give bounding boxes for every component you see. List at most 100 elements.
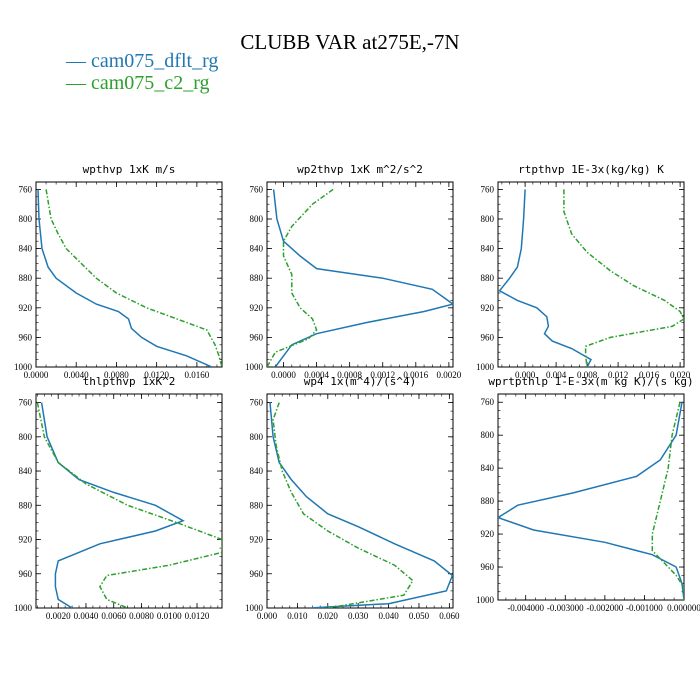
y-tick-label: 920 bbox=[481, 529, 495, 539]
y-tick-label: 800 bbox=[250, 432, 264, 442]
y-tick-label: 800 bbox=[481, 214, 495, 224]
x-tick-label: 0.0120 bbox=[185, 611, 210, 621]
x-tick-label: 0.016 bbox=[639, 370, 660, 380]
y-tick-label: 960 bbox=[19, 569, 33, 579]
figure-title: CLUBB VAR at275E,-7N bbox=[240, 30, 460, 54]
panel-title: rtpthvp 1E-3x(kg/kg) K bbox=[518, 163, 664, 176]
x-tick-label: 0.0004 bbox=[304, 370, 329, 380]
y-tick-label: 1000 bbox=[14, 603, 33, 613]
panel-2: wp2thvp 1xK m^2/s^2 760 800 840 880 920 960 100… bbox=[245, 163, 462, 380]
x-tick-label: 0.040 bbox=[378, 611, 399, 621]
series-line-dflt bbox=[269, 402, 453, 608]
y-tick-label: 1000 bbox=[245, 603, 264, 613]
x-tick-label: -0.002000 bbox=[586, 603, 623, 613]
plot-frame bbox=[35, 393, 223, 609]
series-line-c2 bbox=[36, 402, 222, 608]
series-line-c2 bbox=[45, 189, 222, 367]
series-line-dflt bbox=[498, 402, 684, 600]
x-tick-label: -0.004000 bbox=[507, 603, 544, 613]
y-tick-label: 960 bbox=[250, 332, 264, 342]
x-tick-label: 0.010 bbox=[287, 611, 308, 621]
y-tick-label: 920 bbox=[19, 303, 33, 313]
y-tick-label: 800 bbox=[481, 430, 495, 440]
x-tick-label: 0.000 bbox=[515, 370, 536, 380]
plot-frame bbox=[266, 393, 454, 609]
series-line-dflt bbox=[272, 189, 453, 367]
y-tick-label: 960 bbox=[19, 332, 33, 342]
x-tick-label: 0.000 bbox=[257, 611, 278, 621]
y-tick-label: 920 bbox=[19, 535, 33, 545]
y-tick-label: 880 bbox=[481, 496, 495, 506]
y-tick-label: 1000 bbox=[476, 362, 495, 372]
y-tick-label: 880 bbox=[481, 273, 495, 283]
legend-entry-dflt: — cam075_dflt_rg bbox=[66, 50, 219, 72]
series-line-c2 bbox=[651, 402, 684, 600]
x-tick-label: 0.0080 bbox=[104, 370, 129, 380]
x-tick-label: 0.0020 bbox=[436, 370, 461, 380]
x-tick-label: 0.0100 bbox=[157, 611, 182, 621]
y-tick-label: 760 bbox=[19, 184, 33, 194]
x-tick-label: -0.003000 bbox=[547, 603, 584, 613]
legend: — cam075_dflt_rg — cam075_c2_rg bbox=[66, 50, 218, 94]
y-tick-label: 880 bbox=[19, 273, 33, 283]
y-tick-label: 840 bbox=[19, 466, 33, 476]
y-tick-label: 960 bbox=[250, 569, 264, 579]
x-tick-label: 0.004 bbox=[546, 370, 567, 380]
x-tick-label: 0.000000 bbox=[667, 603, 700, 613]
x-tick-label: 0.0000 bbox=[24, 370, 49, 380]
y-tick-label: 800 bbox=[19, 432, 33, 442]
y-tick-label: 840 bbox=[250, 244, 264, 254]
y-tick-label: 920 bbox=[481, 303, 495, 313]
x-tick-label: 0.020 bbox=[670, 370, 691, 380]
y-tick-label: 880 bbox=[19, 500, 33, 510]
x-tick-label: 0.060 bbox=[439, 611, 460, 621]
plot-frame bbox=[497, 181, 685, 368]
y-tick-label: 840 bbox=[19, 244, 33, 254]
y-tick-label: 1000 bbox=[476, 595, 495, 605]
y-tick-label: 800 bbox=[250, 214, 264, 224]
x-tick-label: 0.0080 bbox=[129, 611, 154, 621]
plot-frame bbox=[266, 181, 454, 368]
plot-frame bbox=[497, 393, 685, 601]
series-line-c2 bbox=[267, 188, 334, 367]
panel-5: wp4 1x(m^4)/(s^4)76080084088092096010000… bbox=[245, 375, 460, 621]
panel-title: wprtpthlp 1-E-3x(m kg K)/(s kg) bbox=[488, 375, 693, 388]
x-tick-label: 0.012 bbox=[608, 370, 628, 380]
y-tick-label: 760 bbox=[481, 184, 495, 194]
y-tick-label: 880 bbox=[250, 500, 264, 510]
x-tick-label: 0.0000 bbox=[271, 370, 296, 380]
x-tick-label: 0.0040 bbox=[64, 370, 89, 380]
y-tick-label: 840 bbox=[481, 463, 495, 473]
x-tick-label: 0.050 bbox=[409, 611, 430, 621]
x-tick-label: 0.008 bbox=[577, 370, 598, 380]
series-line-dflt bbox=[498, 189, 593, 367]
x-tick-label: -0.001000 bbox=[626, 603, 663, 613]
panel-title: wp2thvp 1xK m^2/s^2 bbox=[297, 163, 423, 176]
x-tick-label: 0.0020 bbox=[46, 611, 71, 621]
panel-title: wpthvp 1xK m/s bbox=[83, 163, 176, 176]
y-tick-label: 760 bbox=[481, 397, 495, 407]
panel-title: thlpthvp 1xK^2 bbox=[83, 375, 176, 388]
y-tick-label: 760 bbox=[19, 398, 33, 408]
y-tick-label: 920 bbox=[250, 303, 264, 313]
x-tick-label: 0.0012 bbox=[370, 370, 395, 380]
series-line-dflt bbox=[37, 189, 213, 367]
series-line-c2 bbox=[272, 402, 414, 608]
y-tick-label: 920 bbox=[250, 535, 264, 545]
panel-4: thlpthvp 1xK^2 760 800 840 880 920 960 1000 0.00… bbox=[14, 375, 223, 621]
x-tick-label: 0.0016 bbox=[403, 370, 428, 380]
x-tick-label: 0.020 bbox=[318, 611, 339, 621]
y-tick-label: 960 bbox=[481, 332, 495, 342]
y-tick-label: 840 bbox=[481, 244, 495, 254]
y-tick-label: 960 bbox=[481, 562, 495, 572]
legend-entry-c2: — cam075_c2_rg bbox=[66, 72, 210, 94]
panel-1: wpthvp 1xK m/s76080084088092096010000.00… bbox=[14, 163, 223, 380]
y-tick-label: 1000 bbox=[245, 362, 264, 372]
plot-frame bbox=[35, 181, 223, 368]
y-tick-label: 1000 bbox=[14, 362, 33, 372]
x-tick-label: 0.0008 bbox=[337, 370, 362, 380]
x-tick-label: 0.030 bbox=[348, 611, 369, 621]
y-tick-label: 760 bbox=[250, 398, 264, 408]
y-tick-label: 800 bbox=[19, 214, 33, 224]
